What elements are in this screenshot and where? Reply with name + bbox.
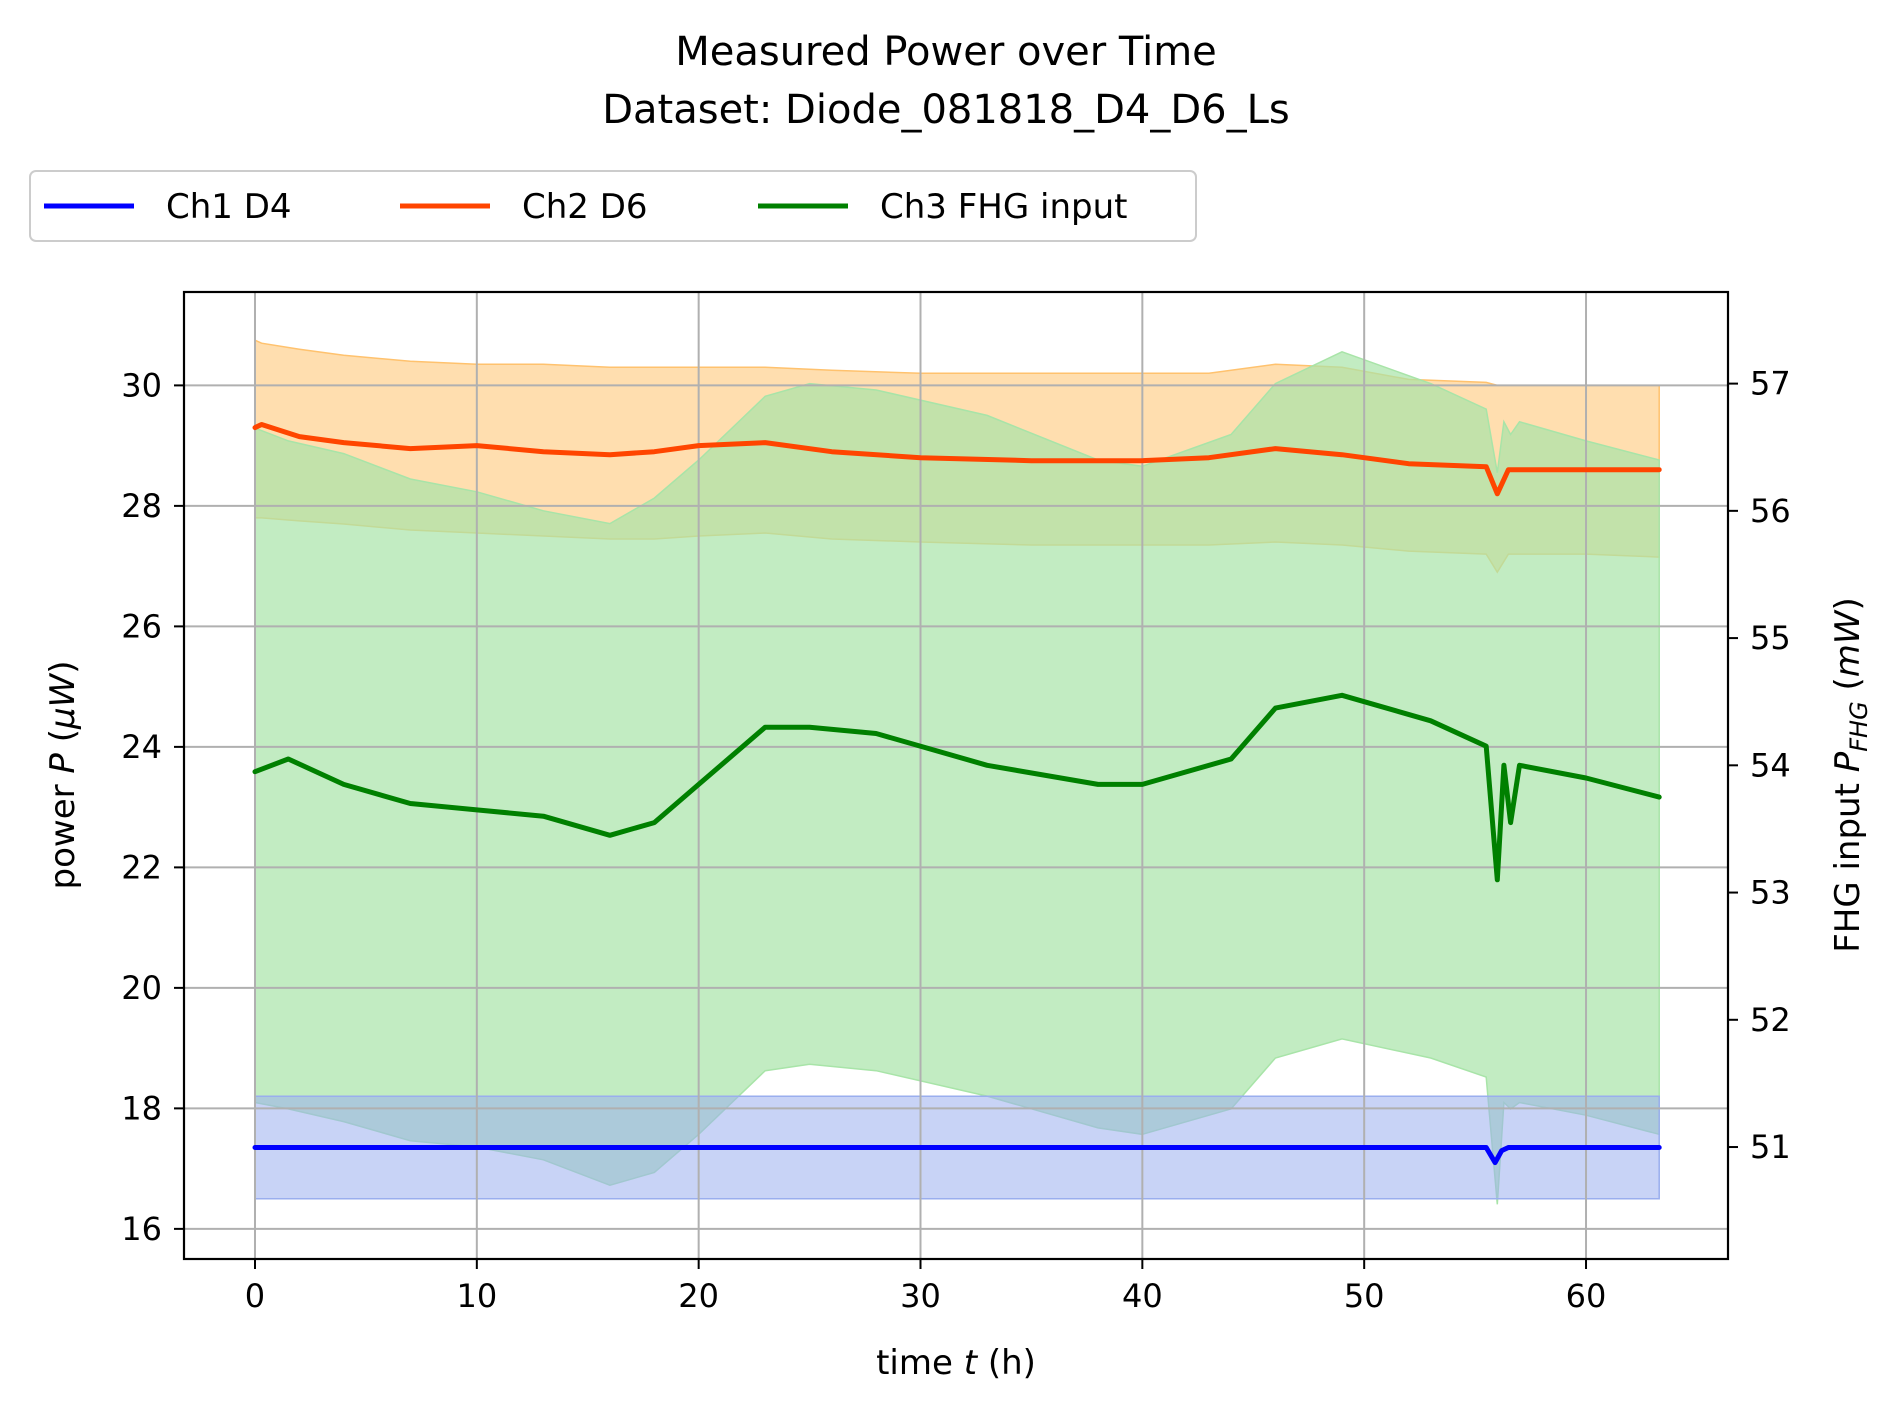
legend-label: Ch2 D6	[522, 187, 648, 227]
right-y-tick-label: 54	[1750, 746, 1791, 784]
series-line-ch2-d6	[252, 422, 1662, 497]
left-y-tick-label: 16	[121, 1210, 162, 1248]
right-y-axis-title-prefix: FHG input	[1828, 772, 1868, 953]
x-tick-label: 10	[456, 1277, 497, 1315]
legend: Ch1 D4 Ch2 D6 Ch3 FHG input	[29, 170, 1197, 242]
left-y-axis-title-prefix: power	[43, 774, 83, 890]
legend-label: Ch1 D4	[166, 187, 292, 227]
left-y-axis-title-open: (	[43, 729, 83, 753]
x-axis-title-variable: t	[964, 1343, 979, 1383]
axis-ticks: 0 10 20 30 40 50 60 16 18 20 22 24 26 28 30 51 52 53 54 55 5…	[121, 365, 1790, 1315]
right-y-axis-title-open: (	[1828, 677, 1868, 701]
x-tick-label: 50	[1344, 1277, 1385, 1315]
grid-lines	[184, 292, 1728, 1259]
series-lines	[252, 422, 1662, 1166]
x-axis-title-suffix: (h)	[977, 1343, 1036, 1383]
plot-area	[182, 290, 1730, 1261]
left-y-tick-label: 24	[121, 728, 162, 766]
chart-title-line-1: Measured Power over Time	[675, 29, 1217, 75]
x-tick-label: 0	[245, 1277, 265, 1315]
right-y-tick-label: 57	[1750, 365, 1791, 403]
chart-title-line-2: Dataset: Diode_081818_D4_D6_Ls	[602, 87, 1290, 133]
plot-frame	[182, 290, 1730, 1261]
x-tick-label: 30	[900, 1277, 941, 1315]
x-axis-title-prefix: time	[876, 1343, 964, 1383]
right-y-axis-title: FHG input PFHG (mW)	[1828, 597, 1873, 953]
left-y-tick-label: 22	[121, 848, 162, 886]
left-y-tick-label: 28	[121, 487, 162, 525]
right-y-axis-title-close: )	[1828, 597, 1868, 610]
legend-frame	[29, 170, 1197, 242]
left-y-axis-title-unit: μW	[43, 672, 83, 730]
right-y-axis-title-variable: P	[1828, 751, 1868, 772]
left-y-tick-label: 18	[121, 1089, 162, 1127]
left-y-axis-title-close: )	[43, 660, 83, 673]
left-y-tick-label: 26	[121, 607, 162, 645]
legend-label: Ch3 FHG input	[880, 187, 1127, 227]
right-y-axis-title-unit: mW	[1828, 609, 1868, 677]
left-y-axis-title-variable: P	[43, 753, 83, 774]
series-line-ch1-d4	[252, 1145, 1662, 1166]
right-y-tick-label: 51	[1750, 1128, 1791, 1166]
left-y-tick-label: 20	[121, 969, 162, 1007]
right-y-tick-label: 52	[1750, 1001, 1791, 1039]
right-y-tick-label: 56	[1750, 492, 1791, 530]
left-y-tick-label: 30	[121, 366, 162, 404]
x-tick-label: 40	[1122, 1277, 1163, 1315]
right-y-tick-label: 55	[1750, 619, 1791, 657]
x-axis-title: time t (h)	[876, 1343, 1036, 1383]
right-y-axis-title-subscript: FHG	[1845, 701, 1873, 751]
series-line-ch3-fhg-input	[252, 692, 1662, 883]
x-tick-label: 20	[678, 1277, 719, 1315]
x-tick-label: 60	[1566, 1277, 1607, 1315]
right-y-tick-label: 53	[1750, 874, 1791, 912]
left-y-axis-title: power P (μW)	[43, 660, 83, 889]
